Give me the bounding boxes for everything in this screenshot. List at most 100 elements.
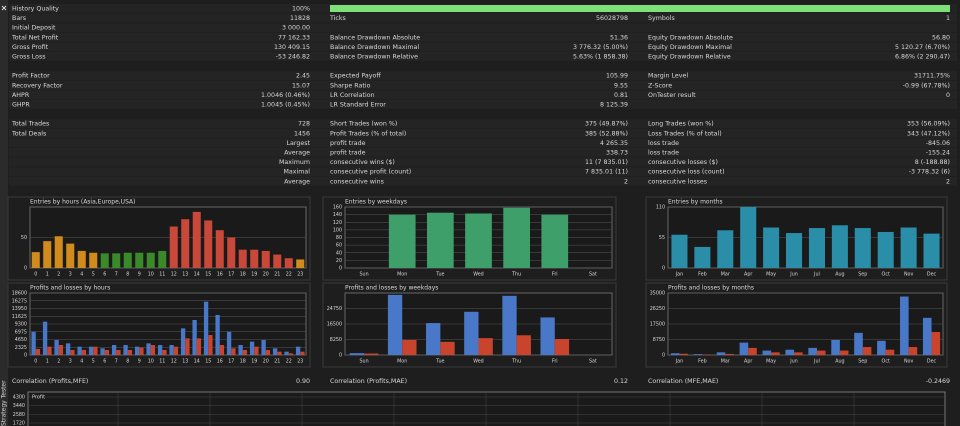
row-bg	[9, 176, 957, 186]
bar	[226, 331, 232, 355]
bar	[740, 207, 757, 268]
x-tick-label: 5	[92, 359, 95, 365]
stat-label: Recovery Factor	[12, 82, 63, 89]
bar	[261, 250, 270, 268]
bar	[215, 230, 224, 268]
x-tick-label: Tue	[435, 272, 444, 278]
x-tick-label: Fri	[552, 359, 558, 365]
y-tick-label: 8250	[330, 337, 342, 343]
bar	[748, 347, 757, 355]
stat-label: Largest	[287, 140, 311, 147]
bar	[387, 294, 403, 355]
stat-value: 2	[624, 178, 628, 185]
x-tick-label: 7	[115, 359, 118, 365]
y-tick-label: 35000	[650, 291, 665, 297]
y-tick-label: 0	[339, 266, 342, 272]
stat-label: Maximal	[283, 169, 310, 176]
bar	[43, 241, 52, 268]
stat-value: 15.07	[292, 82, 310, 89]
bar	[900, 227, 917, 268]
stat-label: Expected Payoff	[330, 73, 381, 80]
stat-label: Bars	[12, 15, 26, 22]
row-bg	[9, 32, 957, 42]
chart-title: Profits and losses by hours	[30, 285, 110, 292]
y-tick-label: 1720	[13, 421, 25, 426]
stat-label: consecutive wins ($)	[330, 159, 395, 166]
bar	[192, 211, 201, 268]
bar	[81, 350, 87, 355]
stat-value: 3 776.32 (5.00%)	[573, 44, 628, 51]
bar	[192, 320, 197, 355]
close-icon[interactable]	[1, 5, 7, 11]
bar	[831, 339, 840, 355]
bar	[146, 252, 155, 268]
x-tick-label: 18	[240, 272, 246, 278]
bar	[717, 230, 734, 268]
bar	[854, 228, 871, 268]
x-tick-label: Jan	[675, 359, 683, 365]
bar	[215, 315, 220, 355]
x-tick-label: 12	[171, 359, 177, 365]
bar	[693, 354, 703, 355]
bar	[249, 341, 255, 355]
x-tick-label: Apr	[744, 272, 752, 278]
x-tick-label: 3	[69, 272, 72, 278]
bar	[739, 342, 749, 355]
y-tick-label: 20	[336, 258, 342, 264]
x-tick-label: Sat	[589, 359, 597, 365]
row-bg	[9, 71, 957, 81]
bar	[808, 347, 817, 355]
stat-label: Ticks	[329, 15, 346, 22]
y-tick-label: 18600	[12, 291, 27, 297]
stat-value: 2	[946, 178, 950, 185]
bar	[427, 212, 454, 268]
stat-value: 353 (56.09%)	[907, 121, 950, 128]
x-tick-label: May	[766, 359, 776, 365]
stat-label: consecutive losses ($)	[648, 159, 718, 166]
bar	[272, 348, 278, 355]
x-tick-label: Sat	[589, 272, 597, 278]
bar	[208, 335, 213, 355]
row-bg	[9, 157, 957, 167]
row-bg	[9, 13, 957, 23]
x-tick-label: Oct	[882, 272, 890, 278]
bar	[295, 346, 301, 355]
x-tick-label: 22	[286, 272, 292, 278]
x-tick-label: Sep	[858, 359, 867, 365]
stat-label: loss trade	[648, 140, 679, 147]
bar	[296, 259, 305, 268]
x-tick-label: Tue	[435, 359, 444, 365]
x-tick-label: 2	[57, 272, 60, 278]
bar	[923, 233, 940, 268]
stat-label: Gross Loss	[12, 54, 46, 61]
x-tick-label: Nov	[904, 272, 914, 278]
stat-value: -155.24	[926, 150, 950, 157]
stat-value: 5 120.27 (6.70%)	[895, 44, 950, 51]
correlation-label: Correlation (Profits,MFE)	[12, 378, 88, 385]
stat-value: 9.55	[614, 82, 628, 89]
bar	[762, 350, 772, 355]
stat-label: Profit Factor	[12, 73, 50, 80]
y-tick-label: 16275	[12, 298, 27, 304]
bar	[185, 338, 190, 355]
y-tick-label: 26250	[650, 306, 665, 312]
x-tick-label: May	[766, 272, 776, 278]
stat-label: Total Trades	[11, 121, 49, 128]
bar	[227, 237, 236, 268]
row-bg	[9, 99, 957, 109]
y-tick-label: 80	[336, 235, 342, 241]
stat-label: Balance Drawdown Relative	[330, 54, 418, 61]
x-tick-label: 20	[263, 359, 269, 365]
side-label: Strategy Tester	[1, 380, 8, 426]
x-tick-label: 14	[194, 359, 200, 365]
bar	[440, 341, 455, 355]
row-bg	[9, 23, 957, 33]
x-tick-label: Jun	[789, 272, 798, 278]
stat-value: 51.36	[610, 34, 628, 41]
bar	[702, 354, 711, 355]
x-tick-label: 15	[205, 359, 211, 365]
x-tick-label: 10	[148, 272, 154, 278]
bar	[196, 338, 202, 355]
bar	[908, 347, 918, 355]
